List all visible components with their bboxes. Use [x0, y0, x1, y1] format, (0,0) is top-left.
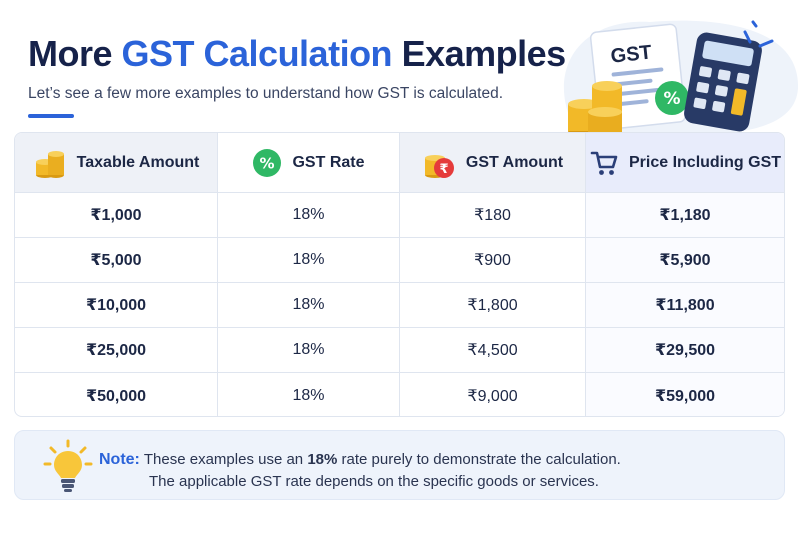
price-including-gst-cell: ₹29,500 [586, 328, 784, 372]
table-header-row: Taxable Amount % GST Rate ₹ G [15, 133, 784, 193]
column-header-gst-rate: % GST Rate [218, 133, 400, 192]
gst-amount-cell: ₹9,000 [400, 373, 586, 416]
note-line-1-start: These examples use an [143, 451, 308, 468]
gst-amount-cell: ₹4,500 [400, 328, 586, 372]
note-line-1: Note: These examples use an 18% rate pure… [99, 449, 621, 471]
column-label: Price Including GST [628, 153, 782, 171]
title-underline [28, 114, 74, 118]
gst-rate-cell: 18% [218, 193, 400, 237]
percent-badge-icon: % [655, 81, 689, 115]
stacked-coins-icon [568, 81, 622, 136]
gst-amount-cell: ₹1,800 [400, 283, 586, 327]
price-including-gst-cell: ₹59,000 [586, 373, 784, 416]
title-accent: GST Calculation [121, 33, 393, 74]
gst-examples-table: Taxable Amount % GST Rate ₹ G [14, 132, 785, 417]
percent-badge-icon: % [252, 148, 282, 178]
gst-illustration: GST % [540, 8, 800, 138]
table-row: ₹50,000 18% ₹9,000 ₹59,000 [15, 373, 784, 416]
gst-rate-cell: 18% [218, 238, 400, 282]
svg-text:%: % [663, 89, 680, 109]
gst-rate-cell: 18% [218, 373, 400, 416]
table-row: ₹10,000 18% ₹1,800 ₹11,800 [15, 283, 784, 328]
price-including-gst-cell: ₹5,900 [586, 238, 784, 282]
gst-amount-cell: ₹900 [400, 238, 586, 282]
header: More GST Calculation Examples Let’s see … [28, 32, 588, 118]
gst-amount-cell: ₹180 [400, 193, 586, 237]
calculator-icon [684, 32, 762, 132]
taxable-amount-cell: ₹1,000 [15, 193, 218, 237]
page-title: More GST Calculation Examples [28, 32, 588, 76]
note-label: Note: [99, 451, 140, 468]
coins-icon [33, 146, 67, 180]
lightbulb-icon [43, 439, 93, 498]
table-row: ₹25,000 18% ₹4,500 ₹29,500 [15, 328, 784, 373]
note-box: Note: These examples use an 18% rate pure… [14, 430, 785, 500]
shopping-cart-icon [589, 148, 619, 178]
column-label: Taxable Amount [76, 153, 200, 171]
taxable-amount-cell: ₹10,000 [15, 283, 218, 327]
note-line-2: The applicable GST rate depends on the s… [149, 473, 599, 490]
price-including-gst-cell: ₹11,800 [586, 283, 784, 327]
title-pre: More [28, 33, 122, 74]
column-label: GST Amount [465, 153, 564, 171]
taxable-amount-cell: ₹5,000 [15, 238, 218, 282]
column-header-gst-amount: ₹ GST Amount [400, 133, 586, 192]
table-row: ₹1,000 18% ₹180 ₹1,180 [15, 193, 784, 238]
column-header-price-including-gst: Price Including GST [586, 133, 784, 192]
note-rate-highlight: 18% [307, 451, 338, 468]
taxable-amount-cell: ₹25,000 [15, 328, 218, 372]
note-text: Note: These examples use an 18% rate pure… [99, 449, 621, 493]
column-label: GST Rate [292, 153, 365, 171]
document-label: GST [610, 42, 653, 68]
page-subtitle: Let’s see a few more examples to underst… [28, 85, 504, 102]
price-including-gst-cell: ₹1,180 [586, 193, 784, 237]
taxable-amount-cell: ₹50,000 [15, 373, 218, 416]
gst-rate-cell: 18% [218, 283, 400, 327]
title-post: Examples [392, 33, 567, 74]
svg-text:%: % [260, 154, 275, 172]
column-header-taxable-amount: Taxable Amount [15, 133, 218, 192]
sparkle-lines-icon [743, 20, 774, 48]
svg-text:₹: ₹ [439, 162, 448, 177]
gst-rate-cell: 18% [218, 328, 400, 372]
table-row: ₹5,000 18% ₹900 ₹5,900 [15, 238, 784, 283]
note-line-1-end: rate purely to demonstrate the calculati… [337, 451, 621, 468]
rupee-coins-icon: ₹ [422, 146, 456, 180]
